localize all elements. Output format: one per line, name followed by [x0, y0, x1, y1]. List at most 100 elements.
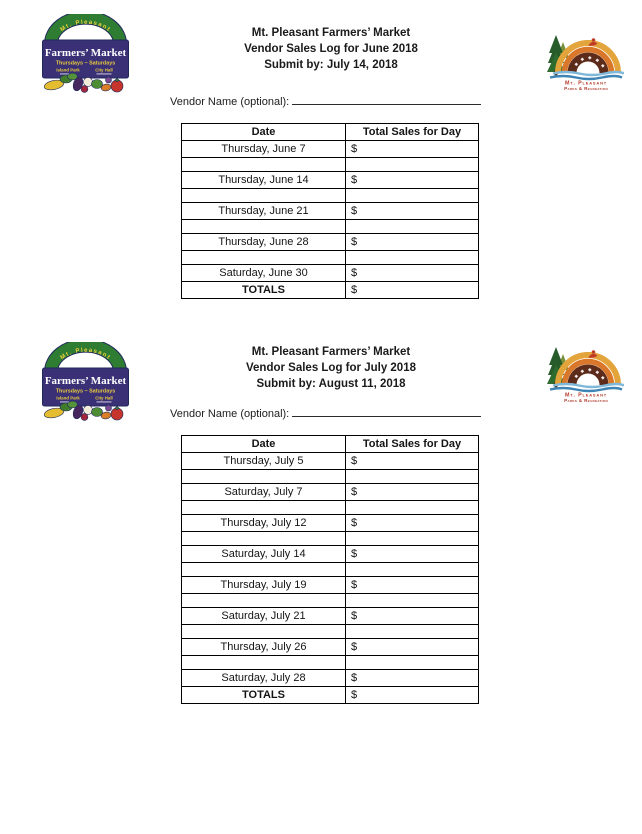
blank-cell — [181, 562, 346, 577]
blank-cell — [181, 500, 346, 515]
parks-logo-line2: Parks & Recreation — [564, 86, 608, 91]
submit-by: Submit by: July 14, 2018 — [264, 59, 398, 71]
spacer-row — [181, 469, 479, 484]
spacer-row — [181, 157, 479, 172]
date-cell: Thursday, June 28 — [181, 233, 346, 251]
spacer-row — [181, 531, 479, 546]
blank-cell — [181, 531, 346, 546]
date-cell: Thursday, June 21 — [181, 202, 346, 220]
table-row: Thursday, July 26 $ — [181, 638, 479, 656]
water-waves — [549, 382, 624, 393]
sales-entry-cell[interactable]: $ — [345, 452, 479, 470]
date-cell: Saturday, July 7 — [181, 483, 346, 501]
parks-recreation-logo: Mt. Pleasant Parks & Recreation — [547, 35, 624, 91]
july-sales-table: Date Total Sales for Day Thursday, July … — [181, 435, 479, 704]
farmers-market-title: Farmers’ Market — [45, 47, 127, 59]
vendor-name-field[interactable] — [292, 404, 482, 417]
blank-cell — [345, 500, 479, 515]
spacer-row — [181, 500, 479, 515]
table-row: Saturday, July 7 $ — [181, 483, 479, 501]
table-row: Thursday, July 5 $ — [181, 452, 479, 470]
market-location-left: Island Park — [56, 396, 80, 401]
farmers-market-title: Farmers’ Market — [45, 375, 127, 387]
bridge-arcs — [555, 352, 621, 386]
sales-entry-cell[interactable]: $ — [345, 202, 479, 220]
sales-entry-cell[interactable]: $ — [345, 514, 479, 532]
market-days: Thursdays ~ Saturdays — [56, 389, 115, 395]
vendor-name-label: Vendor Name (optional): — [170, 408, 290, 420]
parks-recreation-logo: Mt. Pleasant Parks & Recreation — [547, 347, 624, 403]
sales-entry-cell[interactable]: $ — [345, 669, 479, 687]
spacer-row — [181, 624, 479, 639]
parks-logo-line1: Mt. Pleasant — [565, 81, 607, 87]
date-cell: Saturday, June 30 — [181, 264, 346, 282]
vendor-name-field[interactable] — [292, 92, 482, 105]
blank-cell — [181, 250, 346, 265]
date-cell: Thursday, July 26 — [181, 638, 346, 656]
table-row: Thursday, June 21 $ — [181, 202, 479, 220]
sales-entry-cell[interactable]: $ — [345, 264, 479, 282]
date-cell: Saturday, July 14 — [181, 545, 346, 563]
totals-label-cell: TOTALS — [181, 686, 346, 704]
sales-column-header: Total Sales for Day — [345, 435, 479, 453]
farmers-market-logo: Mt. Pleasant Farmers’ Market Thursdays ~… — [42, 342, 129, 421]
fine-print-line — [60, 73, 76, 75]
spacer-row — [181, 562, 479, 577]
spacer-row — [181, 655, 479, 670]
totals-entry-cell[interactable]: $ — [345, 686, 479, 704]
market-location-right: City Hall — [95, 68, 113, 73]
blank-cell — [345, 531, 479, 546]
sales-entry-cell[interactable]: $ — [345, 171, 479, 189]
vendor-name-row: Vendor Name (optional): — [170, 404, 482, 420]
sales-entry-cell[interactable]: $ — [345, 607, 479, 625]
date-cell: Saturday, July 28 — [181, 669, 346, 687]
blank-cell — [181, 469, 346, 484]
market-location-right: City Hall — [95, 396, 113, 401]
blank-cell — [345, 624, 479, 639]
spacer-row — [181, 219, 479, 234]
fine-print-line — [96, 73, 112, 75]
table-row: Thursday, July 12 $ — [181, 514, 479, 532]
blank-cell — [181, 188, 346, 203]
submit-by: Submit by: August 11, 2018 — [256, 378, 406, 390]
date-cell: Thursday, July 5 — [181, 452, 346, 470]
blank-cell — [345, 250, 479, 265]
header-row: Date Total Sales for Day — [181, 123, 479, 141]
sales-entry-cell[interactable]: $ — [345, 233, 479, 251]
section-title: Mt. Pleasant Farmers’ Market Vendor Sale… — [21, 25, 641, 73]
blank-cell — [345, 469, 479, 484]
blank-cell — [181, 655, 346, 670]
blank-cell — [345, 157, 479, 172]
log-title: Vendor Sales Log for July 2018 — [245, 362, 416, 374]
date-cell: Thursday, June 7 — [181, 140, 346, 158]
parks-logo-line1: Mt. Pleasant — [565, 393, 607, 399]
market-days: Thursdays ~ Saturdays — [56, 61, 115, 67]
section-title: Mt. Pleasant Farmers’ Market Vendor Sale… — [21, 344, 641, 392]
table-row: Thursday, July 19 $ — [181, 576, 479, 594]
sales-entry-cell[interactable]: $ — [345, 545, 479, 563]
blank-cell — [345, 188, 479, 203]
market-location-left: Island Park — [56, 68, 80, 73]
table-row: Thursday, June 7 $ — [181, 140, 479, 158]
sales-entry-cell[interactable]: $ — [345, 140, 479, 158]
sales-entry-cell[interactable]: $ — [345, 483, 479, 501]
cyclist-figure — [588, 350, 598, 358]
arch-band — [45, 14, 126, 45]
sales-entry-cell[interactable]: $ — [345, 638, 479, 656]
totals-entry-cell[interactable]: $ — [345, 281, 479, 299]
farmers-market-logo: Mt. Pleasant Farmers’ Market Thursdays ~… — [42, 14, 129, 93]
table-row: Thursday, June 28 $ — [181, 233, 479, 251]
date-column-header: Date — [181, 435, 346, 453]
arch-band — [45, 342, 126, 373]
table-row: Thursday, June 14 $ — [181, 171, 479, 189]
org-title: Mt. Pleasant Farmers’ Market — [251, 27, 411, 39]
sales-entry-cell[interactable]: $ — [345, 576, 479, 594]
blank-cell — [181, 593, 346, 608]
spacer-row — [181, 250, 479, 265]
date-column-header: Date — [181, 123, 346, 141]
vegetables-illustration — [43, 400, 124, 421]
blank-cell — [345, 219, 479, 234]
date-cell: Thursday, June 14 — [181, 171, 346, 189]
blank-cell — [345, 593, 479, 608]
totals-row: TOTALS $ — [181, 281, 479, 299]
